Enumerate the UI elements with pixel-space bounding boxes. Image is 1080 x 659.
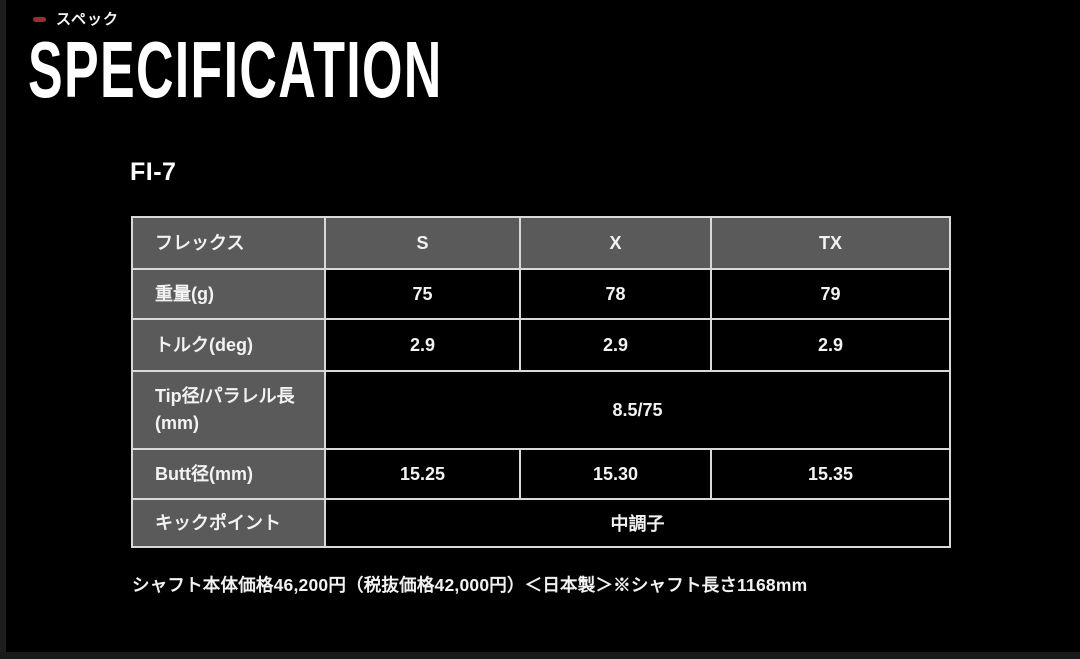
page-bottom-edge [0, 652, 1080, 659]
header-col-tx: TX [710, 216, 951, 270]
tip-label: Tip径/パラレル長(mm) [131, 370, 326, 450]
torque-value-x: 2.9 [519, 318, 712, 372]
table-row-header: フレックス S X TX [131, 216, 951, 270]
header-flex-label: フレックス [131, 216, 326, 270]
model-name: FI-7 [130, 158, 177, 186]
page-left-edge [0, 0, 6, 659]
butt-value-s: 15.25 [324, 448, 521, 500]
tip-value-merged: 8.5/75 [324, 370, 951, 450]
torque-value-tx: 2.9 [710, 318, 951, 372]
table-row-tip: Tip径/パラレル長(mm) 8.5/75 [131, 370, 951, 450]
butt-value-tx: 15.35 [710, 448, 951, 500]
footer-note: シャフト本体価格46,200円（税抜価格42,000円）＜日本製＞※シャフト長さ… [132, 575, 808, 595]
torque-value-s: 2.9 [324, 318, 521, 372]
table-row-torque: トルク(deg) 2.9 2.9 2.9 [131, 318, 951, 372]
weight-value-s: 75 [324, 268, 521, 320]
red-dash-icon [33, 16, 46, 22]
page-title: SPECIFICATION [28, 25, 443, 114]
kickpoint-value-merged: 中調子 [324, 498, 951, 548]
butt-value-x: 15.30 [519, 448, 712, 500]
header-col-x: X [519, 216, 712, 270]
table-row-butt: Butt径(mm) 15.25 15.30 15.35 [131, 448, 951, 500]
table-row-weight: 重量(g) 75 78 79 [131, 268, 951, 320]
table-row-kickpoint: キックポイント 中調子 [131, 498, 951, 548]
weight-label: 重量(g) [131, 268, 326, 320]
weight-value-tx: 79 [710, 268, 951, 320]
butt-label: Butt径(mm) [131, 448, 326, 500]
weight-value-x: 78 [519, 268, 712, 320]
header-col-s: S [324, 216, 521, 270]
kickpoint-label: キックポイント [131, 498, 326, 548]
spec-table: フレックス S X TX 重量(g) 75 78 79 トルク(deg) 2.9… [131, 216, 951, 548]
torque-label: トルク(deg) [131, 318, 326, 372]
section-label-row: スペック [33, 8, 119, 29]
section-label: スペック [56, 11, 119, 28]
